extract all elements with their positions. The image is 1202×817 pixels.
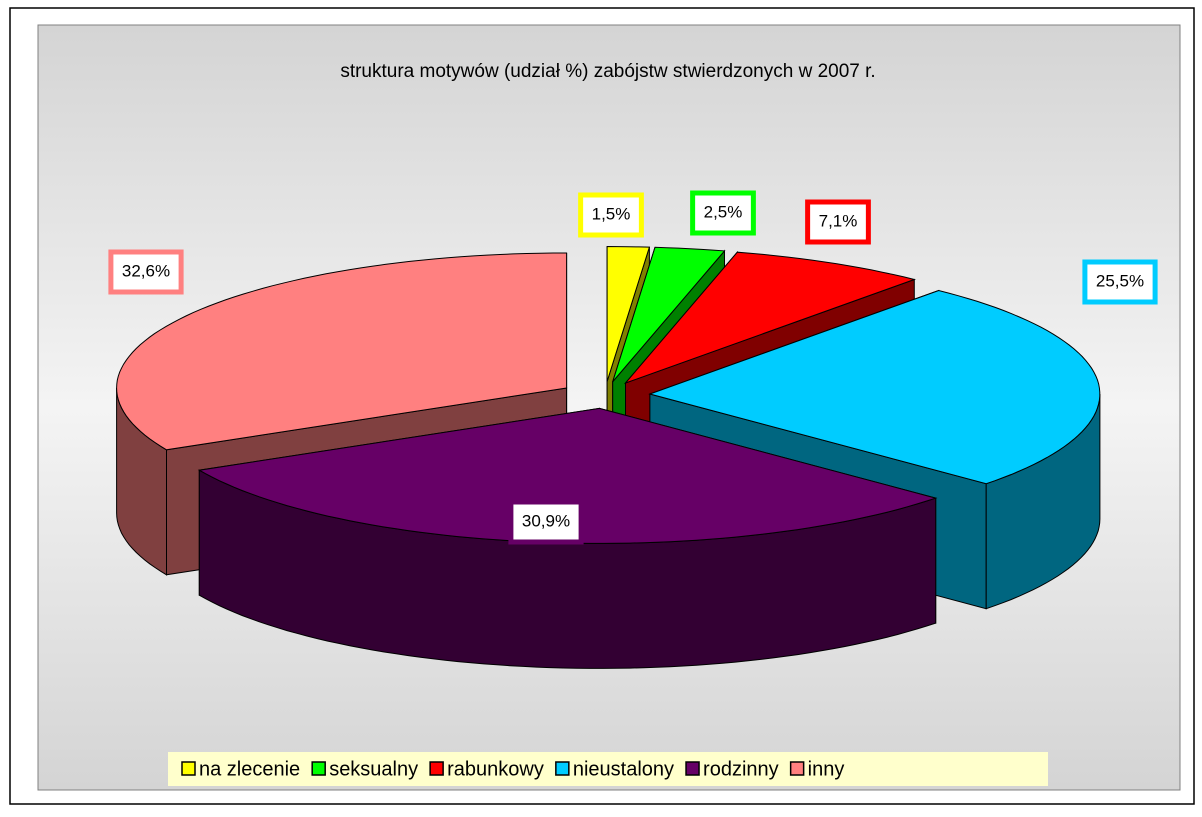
slice (116, 252, 568, 451)
data-label-box (805, 199, 871, 245)
data-label-box (578, 192, 644, 238)
data-label: 1,5% (592, 204, 631, 223)
slice (623, 251, 917, 385)
legend-swatch (555, 761, 570, 776)
data-label-box (1082, 259, 1158, 305)
data-label-box (690, 190, 756, 236)
legend-swatch (181, 761, 196, 776)
legend-swatch (685, 761, 700, 776)
data-label: 25,5% (1096, 271, 1144, 290)
legend-label: rabunkowy (447, 758, 544, 780)
legend-swatch (429, 761, 444, 776)
legend-label: inny (808, 758, 845, 780)
slice (648, 289, 1101, 485)
legend-label: nieustalony (573, 758, 674, 780)
chart-title: struktura motywów (udział %) zabójstw st… (340, 61, 875, 82)
legend-swatch (789, 761, 805, 776)
legend-label: seksualny (329, 758, 418, 780)
data-label: 2,5% (704, 202, 743, 221)
slice (612, 246, 726, 383)
legend-label: na zlecenie (199, 758, 300, 780)
data-label-box (108, 249, 184, 295)
data-label: 32,6% (122, 261, 170, 280)
data-label: 30,9% (522, 511, 570, 530)
slice (606, 245, 651, 382)
legend-swatch (311, 761, 326, 776)
data-label: 7,1% (819, 211, 858, 230)
data-label-box (508, 499, 584, 545)
legend-label: rodzinny (703, 758, 779, 780)
